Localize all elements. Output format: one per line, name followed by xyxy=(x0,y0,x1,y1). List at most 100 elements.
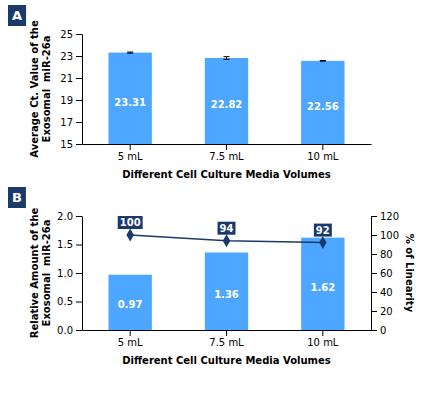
y2-axis-tick: 40 xyxy=(371,287,393,298)
y2-axis-tick: 120 xyxy=(371,211,399,222)
y2-axis-tick: 60 xyxy=(371,268,393,279)
x-axis-tick: 10 mL xyxy=(307,330,339,348)
y2-axis-tick-label: 80 xyxy=(380,249,393,260)
plot-area xyxy=(108,52,344,144)
bar-label: 0.97 xyxy=(118,299,143,310)
point-label: 100 xyxy=(120,217,141,228)
x-axis: 5 mL 7.5 mL 10 mL xyxy=(83,144,372,162)
y2-axis-title: % of Linearity xyxy=(404,234,415,313)
y-axis-tick-mark xyxy=(76,144,82,145)
bar xyxy=(301,61,344,144)
y-axis-tick-mark xyxy=(76,216,82,217)
y-axis-title: Average Ct. Value of theExosomal miR-26a xyxy=(29,20,52,158)
data-labels: 0.971.361.621009492 xyxy=(118,216,335,310)
point-label-box: 92 xyxy=(314,224,332,237)
y-axis-tick-mark xyxy=(76,302,82,303)
bar-label: 22.56 xyxy=(307,101,339,112)
x-axis-tick-label: 10 mL xyxy=(307,151,339,162)
panel-title: B xyxy=(12,190,22,205)
y2-axis-tick-mark xyxy=(371,254,377,255)
y2-axis-tick-mark xyxy=(371,235,377,236)
y2-axis-tick-label: 40 xyxy=(380,287,393,298)
panel: 5 mL7.5 mL10 mL15171921232523.3122.8222.… xyxy=(29,20,372,180)
x-axis-tick: 10 mL xyxy=(307,144,339,162)
x-axis-tick: 7.5 mL xyxy=(209,330,244,348)
chart-svg: 5 mL7.5 mL10 mL15171921232523.3122.8222.… xyxy=(0,0,423,394)
x-axis-tick: 7.5 mL xyxy=(209,144,244,162)
marker xyxy=(319,236,326,249)
y-axis-tick: 0.5 xyxy=(57,296,82,307)
bar xyxy=(108,275,151,330)
y-axis-tick-mark xyxy=(76,56,82,57)
y-axis-tick-label: 0.5 xyxy=(57,296,73,307)
x-axis-title: Different Cell Culture Media Volumes xyxy=(122,169,331,180)
x-axis-tick-label: 10 mL xyxy=(307,337,339,348)
x-axis-tick-mark xyxy=(130,330,131,336)
y-axis-tick: 1.5 xyxy=(57,239,82,250)
y-axis-title: Relative Amount of theExosomal miR-26a xyxy=(29,208,52,339)
bar-label: 23.31 xyxy=(114,97,146,108)
y2-axis-tick: 80 xyxy=(371,249,393,260)
y2-axis-tick-mark xyxy=(371,216,377,217)
x-axis-tick-label: 7.5 mL xyxy=(209,151,244,162)
y-axis-tick-mark xyxy=(76,78,82,79)
y2-axis-tick: 0 xyxy=(371,325,386,336)
y-axis-tick: 25 xyxy=(60,29,82,40)
y-axis-tick-label: 23 xyxy=(60,51,73,62)
y-axis-tick-label: 25 xyxy=(60,29,73,40)
y-axis-line xyxy=(82,35,83,145)
y-axis: 151719212325 xyxy=(60,29,82,150)
x-axis-tick-label: 7.5 mL xyxy=(209,337,244,348)
point-label-bg xyxy=(118,216,143,229)
y-axis-tick: 1.0 xyxy=(57,268,82,279)
plot-area xyxy=(108,229,344,330)
point-label-box: 100 xyxy=(118,216,143,229)
y-axis-tick: 23 xyxy=(60,51,82,62)
x-axis-tick-label: 5 mL xyxy=(118,337,143,348)
point-label: 92 xyxy=(316,225,330,236)
marker xyxy=(223,234,230,247)
y2-axis-tick-mark xyxy=(371,330,377,331)
y-axis-tick-label: 19 xyxy=(60,95,73,106)
x-axis-tick: 5 mL xyxy=(118,144,143,162)
panel-title-box: B xyxy=(8,187,26,208)
error-bar xyxy=(320,60,326,62)
y-axis-tick: 21 xyxy=(60,73,82,84)
x-axis-tick-mark xyxy=(130,144,131,150)
y-axis-tick: 0.0 xyxy=(57,325,82,336)
x-axis-tick-mark xyxy=(226,330,227,336)
y2-axis-tick-label: 60 xyxy=(380,268,393,279)
panel-title: A xyxy=(12,8,22,23)
y2-axis-tick: 20 xyxy=(371,306,393,317)
x-axis-tick: 5 mL xyxy=(118,330,143,348)
y2-axis-tick: 100 xyxy=(371,230,399,241)
bar-label: 1.62 xyxy=(310,282,335,293)
y-axis-tick-mark xyxy=(76,330,82,331)
x-axis-tick-mark xyxy=(226,144,227,150)
y-axis-tick-mark xyxy=(76,34,82,35)
y-axis-tick-label: 17 xyxy=(60,117,73,128)
y2-axis-tick-label: 120 xyxy=(380,211,399,222)
y-axis-tick-label: 2.0 xyxy=(57,211,73,222)
y-axis-line xyxy=(82,217,83,331)
y2-axis-tick-mark xyxy=(371,311,377,312)
chart-root: 5 mL7.5 mL10 mL15171921232523.3122.8222.… xyxy=(0,0,423,394)
y2-axis-tick-mark xyxy=(371,292,377,293)
x-axis-tick-mark xyxy=(322,144,323,150)
bar xyxy=(108,53,151,144)
point-label: 94 xyxy=(220,223,234,234)
marker xyxy=(126,229,133,242)
y-axis-tick-label: 0.0 xyxy=(57,325,73,336)
y2-axis-tick-label: 20 xyxy=(380,306,393,317)
bar xyxy=(205,252,248,330)
point-label-bg xyxy=(314,224,332,237)
x-axis-tick-mark xyxy=(322,330,323,336)
y-axis-tick-mark xyxy=(76,273,82,274)
panel-title-box: A xyxy=(8,5,26,26)
bar xyxy=(301,238,344,330)
error-bar xyxy=(127,52,133,53)
panel-title-bg xyxy=(8,5,26,26)
y-axis-tick-label: 21 xyxy=(60,73,73,84)
y-axis-tick-mark xyxy=(76,122,82,123)
y2-axis: 0 20 40 60 80 100 120 xyxy=(371,211,399,336)
